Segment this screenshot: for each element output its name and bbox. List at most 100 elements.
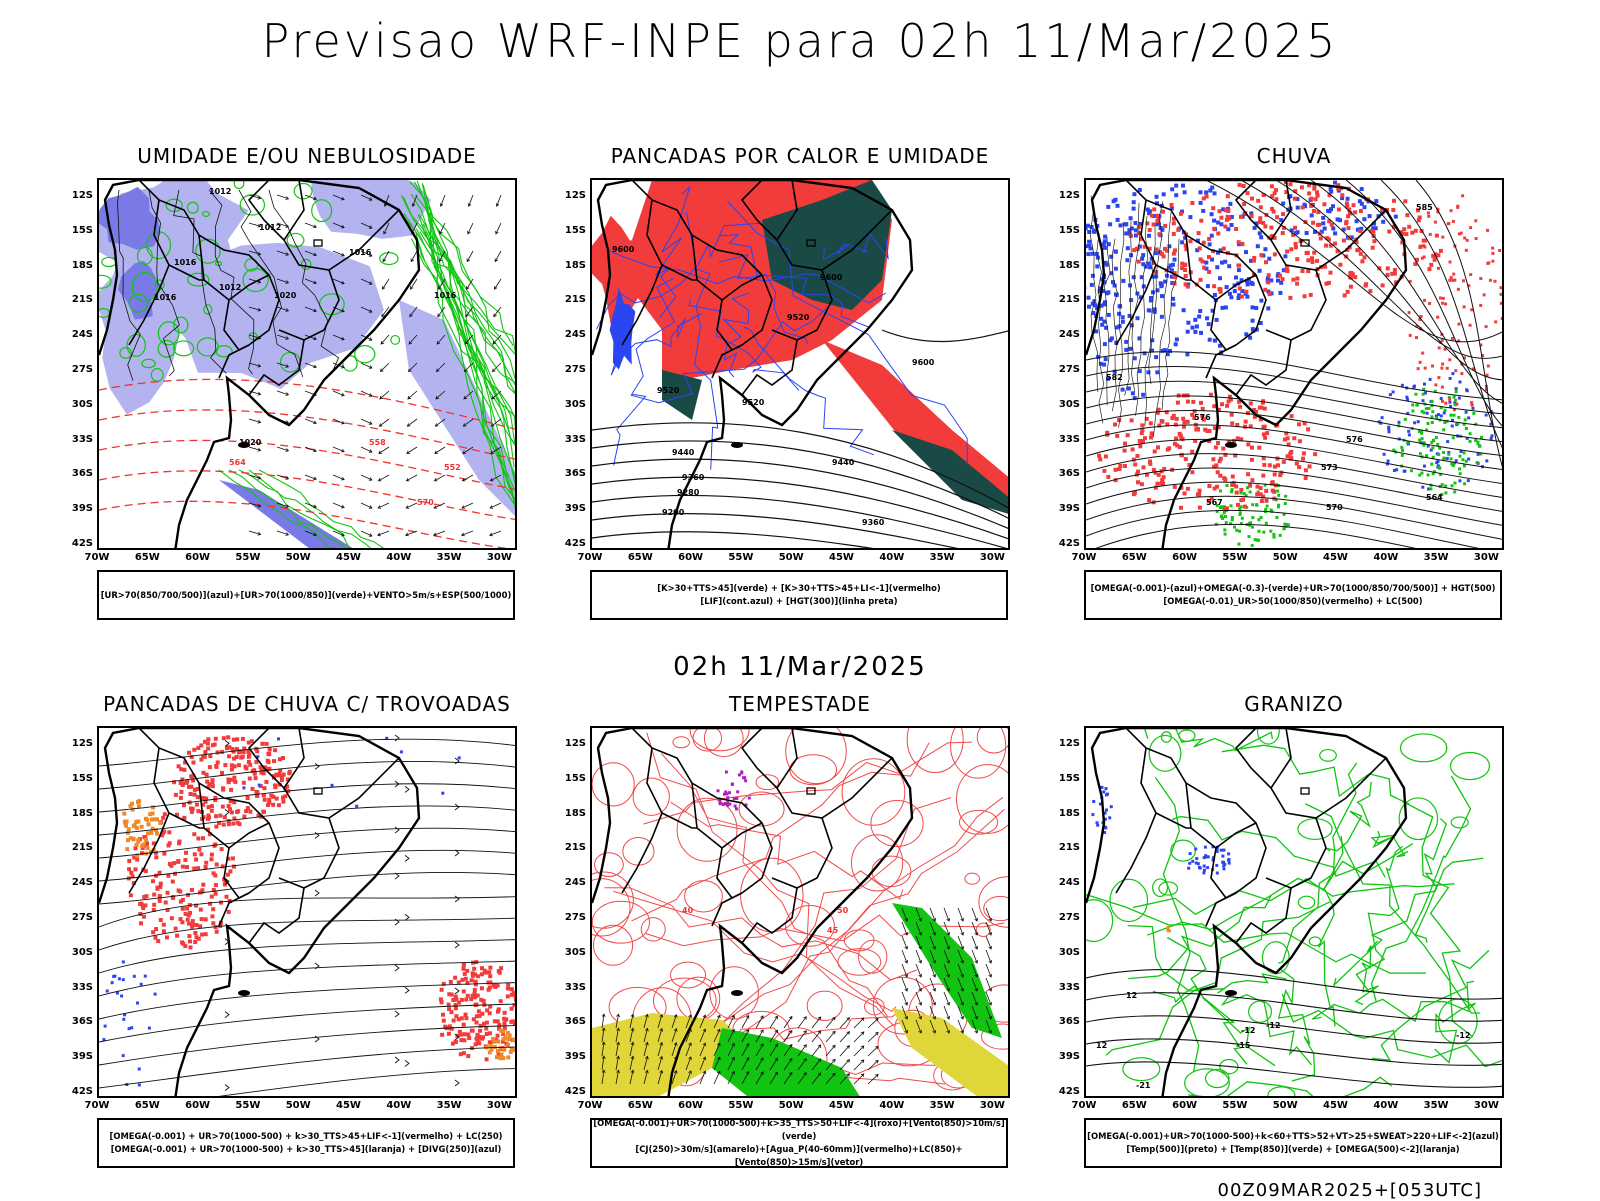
- omega-weak-pixel: [1129, 298, 1133, 302]
- omega-strong-pixel: [1422, 393, 1425, 396]
- omega-weak-pixel: [1104, 357, 1108, 361]
- precip-water-contour: [976, 923, 990, 936]
- panel-title: GRANIZO: [1044, 692, 1544, 716]
- rain-red-pixel: [1289, 247, 1293, 251]
- thunder-orange-pixel: [501, 1030, 505, 1034]
- omega-strong-pixel: [1453, 414, 1456, 417]
- omega-weak-pixel: [1131, 391, 1135, 395]
- longitude-tick-label: 65W: [1114, 552, 1154, 563]
- omega-strong-pixel: [1458, 467, 1461, 470]
- wind-vector: [379, 419, 389, 426]
- thunder-red-pixel: [142, 895, 146, 899]
- thunder-red-pixel: [214, 825, 218, 829]
- streamline-arrow: [395, 735, 399, 741]
- thunder-red-pixel: [464, 998, 468, 1002]
- rain-red-pixel: [1197, 231, 1201, 235]
- omega-weak-pixel: [1091, 274, 1095, 278]
- legend-line: [OMEGA(-0.001) + UR>70(1000-500) + k>30_…: [111, 1143, 502, 1156]
- thunder-orange-pixel: [151, 805, 155, 809]
- rain-red-pixel: [1441, 363, 1444, 366]
- map-canvas: 1012101210121016101610201016101610205705…: [99, 180, 517, 550]
- thunder-orange-pixel: [488, 1050, 492, 1054]
- thunder-orange-pixel: [126, 838, 130, 842]
- thunder-red-pixel: [174, 793, 178, 797]
- thunder-red-pixel: [462, 989, 466, 993]
- omega-weak-pixel: [1160, 315, 1164, 319]
- contour-label: 1012: [209, 187, 231, 196]
- thunder-red-pixel: [474, 1042, 478, 1046]
- latitude-tick-label: 42S: [1048, 1086, 1080, 1097]
- thunder-red-pixel: [192, 832, 196, 836]
- omega-weak-pixel: [1155, 195, 1159, 199]
- hail-blue-pixel: [1215, 864, 1218, 867]
- rain-red-pixel: [1176, 401, 1180, 405]
- rain-red-pixel: [1289, 182, 1293, 186]
- rain-red-pixel: [1207, 484, 1211, 488]
- rain-red-pixel: [1306, 251, 1310, 255]
- rain-red-pixel: [1286, 436, 1290, 440]
- rain-red-pixel: [1132, 248, 1136, 252]
- hail-blue-pixel: [1202, 871, 1205, 874]
- rain-red-pixel: [1407, 225, 1411, 229]
- rain-red-pixel: [1194, 428, 1198, 432]
- precip-water-contour: [592, 763, 634, 806]
- latitude-tick-label: 12S: [1048, 738, 1080, 749]
- thunder-red-pixel: [466, 994, 470, 998]
- omega-weak-pixel: [1109, 255, 1113, 259]
- thunder-red-pixel: [273, 748, 277, 752]
- omega-strong-pixel: [1450, 457, 1453, 460]
- omega-weak-pixel: [1455, 387, 1458, 390]
- omega-strong-pixel: [1425, 407, 1428, 410]
- hail-blue-pixel: [1222, 867, 1225, 870]
- thunder-red-pixel: [195, 803, 199, 807]
- thunder-red-pixel: [241, 755, 245, 759]
- omega-strong-pixel: [1414, 393, 1417, 396]
- omega-strong-pixel: [1425, 454, 1428, 457]
- latitude-tick-label: 24S: [554, 877, 586, 888]
- precip-water-contour: [786, 728, 847, 784]
- thunder-red-pixel: [506, 987, 510, 991]
- omega-weak-pixel: [1141, 253, 1145, 257]
- rain-red-pixel: [1275, 215, 1279, 219]
- rh-dense-area: [219, 480, 359, 550]
- thunder-red-pixel: [465, 969, 469, 973]
- omega-weak-pixel: [1212, 219, 1216, 223]
- country-border: [1236, 340, 1291, 395]
- thunder-orange-pixel: [124, 821, 128, 825]
- rain-red-pixel: [1150, 214, 1154, 218]
- thunder-red-pixel: [206, 747, 210, 751]
- rain-red-pixel: [1489, 279, 1492, 282]
- omega-strong-pixel: [1422, 411, 1425, 414]
- federal-district: [314, 240, 322, 246]
- omega-weak-pixel: [1216, 221, 1220, 225]
- omega-weak-pixel: [1422, 399, 1425, 402]
- omega-weak-pixel: [1198, 309, 1202, 313]
- omega-weak-pixel: [1119, 223, 1123, 227]
- wind-vector: [840, 1060, 849, 1070]
- precip-water-contour: [673, 737, 690, 748]
- temp850-contour: [1153, 879, 1168, 896]
- temp500-contour: [1086, 970, 1504, 1000]
- longitude-tick-label: 60W: [178, 552, 218, 563]
- height-contour: [882, 330, 1010, 342]
- omega-weak-pixel: [1446, 457, 1449, 460]
- rain-red-pixel: [1344, 221, 1348, 225]
- thunder-orange-pixel: [512, 1048, 516, 1052]
- contour-label: 564: [1426, 493, 1443, 502]
- omega-weak-pixel: [1132, 192, 1136, 196]
- rain-red-pixel: [1452, 220, 1455, 223]
- panel-legend: [K>30+TTS>45](verde) + [K>30+TTS>45+LI<-…: [590, 570, 1008, 620]
- thunder-red-pixel: [196, 795, 200, 799]
- omega-strong-pixel: [1454, 399, 1457, 402]
- rain-red-pixel: [1414, 229, 1418, 233]
- divergence-blue-pixel: [133, 975, 136, 978]
- streamline-arrow: [405, 987, 409, 993]
- omega-weak-pixel: [1105, 263, 1109, 267]
- omega-weak-pixel: [1102, 242, 1106, 246]
- temp850-contour: [1268, 1087, 1295, 1098]
- latitude-tick-label: 21S: [1048, 294, 1080, 305]
- rain-red-pixel: [1267, 273, 1271, 277]
- thunder-red-pixel: [225, 746, 229, 750]
- rain-red-pixel: [1250, 478, 1254, 482]
- wind-vector: [826, 1045, 835, 1056]
